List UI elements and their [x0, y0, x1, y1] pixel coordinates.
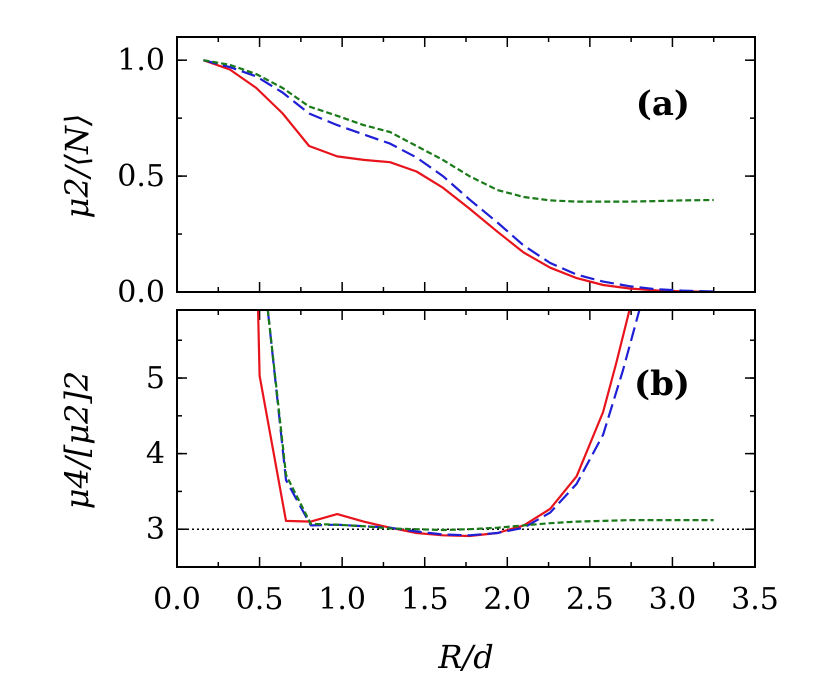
panel-a-series: [203, 59, 714, 292]
x-tick-label: 3.0: [649, 582, 697, 617]
y-tick-label: 0.0: [117, 275, 165, 310]
panel-b-label: (b): [634, 364, 690, 404]
x-tick-label: 1.0: [318, 582, 366, 617]
x-tick-label: 3.5: [731, 582, 779, 617]
y-tick-label: 4: [146, 437, 165, 472]
x-tick-label: 0.0: [153, 582, 201, 617]
panel-a-frame: [176, 36, 756, 293]
y-tick-label: 5: [146, 361, 165, 396]
panel-b-ylabel: μ4/[μ2]2: [58, 371, 96, 509]
y-tick-label: 0.5: [117, 159, 165, 194]
panel-b: 0.0 0.5 1.0 1.5 2.0 2.5 3.0 3.5 3 4 5 (b) μ4/[μ2]2…: [58, 309, 779, 676]
x-tick-label: 2.0: [483, 582, 531, 617]
panel-b-frame: [176, 309, 756, 568]
y-tick-label: 1.0: [117, 43, 165, 78]
panel-b-series: [256, 310, 714, 538]
x-axis-label: R/d: [437, 638, 493, 676]
panel-b-ticks: 0.0 0.5 1.0 1.5 2.0 2.5 3.0 3.5 3 4 5: [146, 310, 779, 617]
y-tick-label: 3: [146, 512, 165, 547]
series-line-2: [203, 59, 714, 292]
x-tick-label: 1.5: [401, 582, 449, 617]
series-line-1: [256, 310, 631, 538]
x-tick-label: 0.5: [236, 582, 284, 617]
series-line-2: [266, 310, 641, 537]
panel-a: 0.0 0.5 1.0 (a) μ2/⟨N⟩: [58, 36, 756, 310]
x-tick-label: 2.5: [566, 582, 614, 617]
panel-a-ticks: 0.0 0.5 1.0: [117, 37, 756, 310]
series-line-3: [203, 59, 714, 203]
series-line-3: [266, 310, 714, 532]
panel-a-label: (a): [636, 84, 690, 124]
panel-a-ylabel: μ2/⟨N⟩: [58, 114, 96, 219]
series-line-1: [203, 59, 714, 292]
